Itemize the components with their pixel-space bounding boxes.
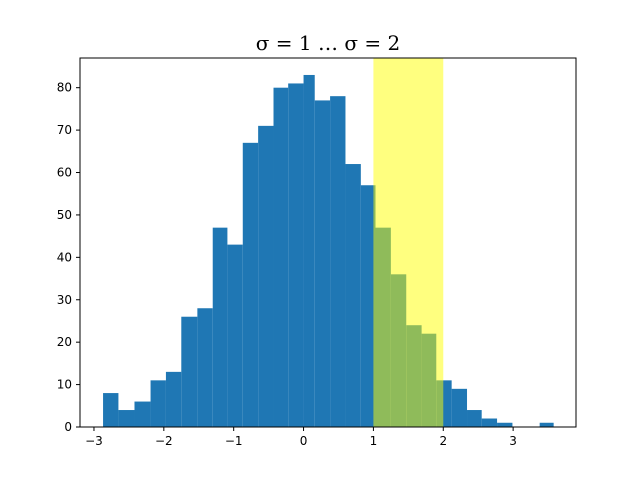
histogram-bar: [360, 185, 376, 427]
histogram-bar: [273, 87, 289, 428]
histogram-bar: [150, 380, 166, 427]
x-tick-label: 3: [509, 434, 517, 448]
histogram-bar: [481, 418, 498, 427]
x-tick-label: 1: [370, 434, 378, 448]
axes-frame: [79, 57, 577, 428]
x-tick-label: −1: [225, 434, 243, 448]
histogram-bar: [539, 422, 554, 427]
x-tick-label: 0: [300, 434, 308, 448]
y-tick-label: 60: [57, 166, 72, 180]
plot-area: [79, 57, 577, 428]
histogram-bar: [134, 401, 151, 427]
x-tick-label: −2: [155, 434, 173, 448]
histogram-bar: [497, 422, 513, 427]
y-tick-label: 70: [57, 123, 72, 137]
highlight-span: [373, 58, 444, 427]
y-axis: 0 10 20 30 40 50 60 70 80: [57, 81, 80, 434]
histogram-bar: [212, 227, 228, 427]
chart-title: σ = 1 … σ = 2: [256, 31, 400, 55]
y-tick-label: 50: [57, 208, 72, 222]
y-tick-label: 40: [57, 250, 72, 264]
histogram-bar: [288, 83, 304, 427]
x-tick-label: 2: [439, 434, 447, 448]
histogram-bar: [467, 410, 482, 427]
histogram-bar: [242, 142, 259, 428]
histogram-bar: [330, 96, 346, 427]
histogram-bar: [118, 410, 135, 427]
histogram-bar: [258, 125, 274, 428]
y-tick-label: 20: [57, 335, 72, 349]
histogram-bar: [227, 244, 243, 427]
histogram-bar: [197, 308, 213, 427]
histogram-bar: [314, 100, 331, 428]
histogram-bar: [451, 388, 468, 427]
histogram-bar: [165, 371, 182, 427]
histogram-bar: [345, 164, 361, 427]
x-tick-label: −3: [85, 434, 103, 448]
y-tick-label: 80: [57, 81, 72, 95]
x-axis: −3 −2 −1 0 1 2 3: [85, 427, 517, 448]
y-tick-label: 30: [57, 293, 72, 307]
histogram-bar: [103, 393, 119, 427]
y-tick-label: 10: [57, 378, 72, 392]
histogram-bar: [303, 74, 315, 427]
y-tick-label: 0: [64, 420, 72, 434]
histogram-bar: [181, 316, 198, 427]
